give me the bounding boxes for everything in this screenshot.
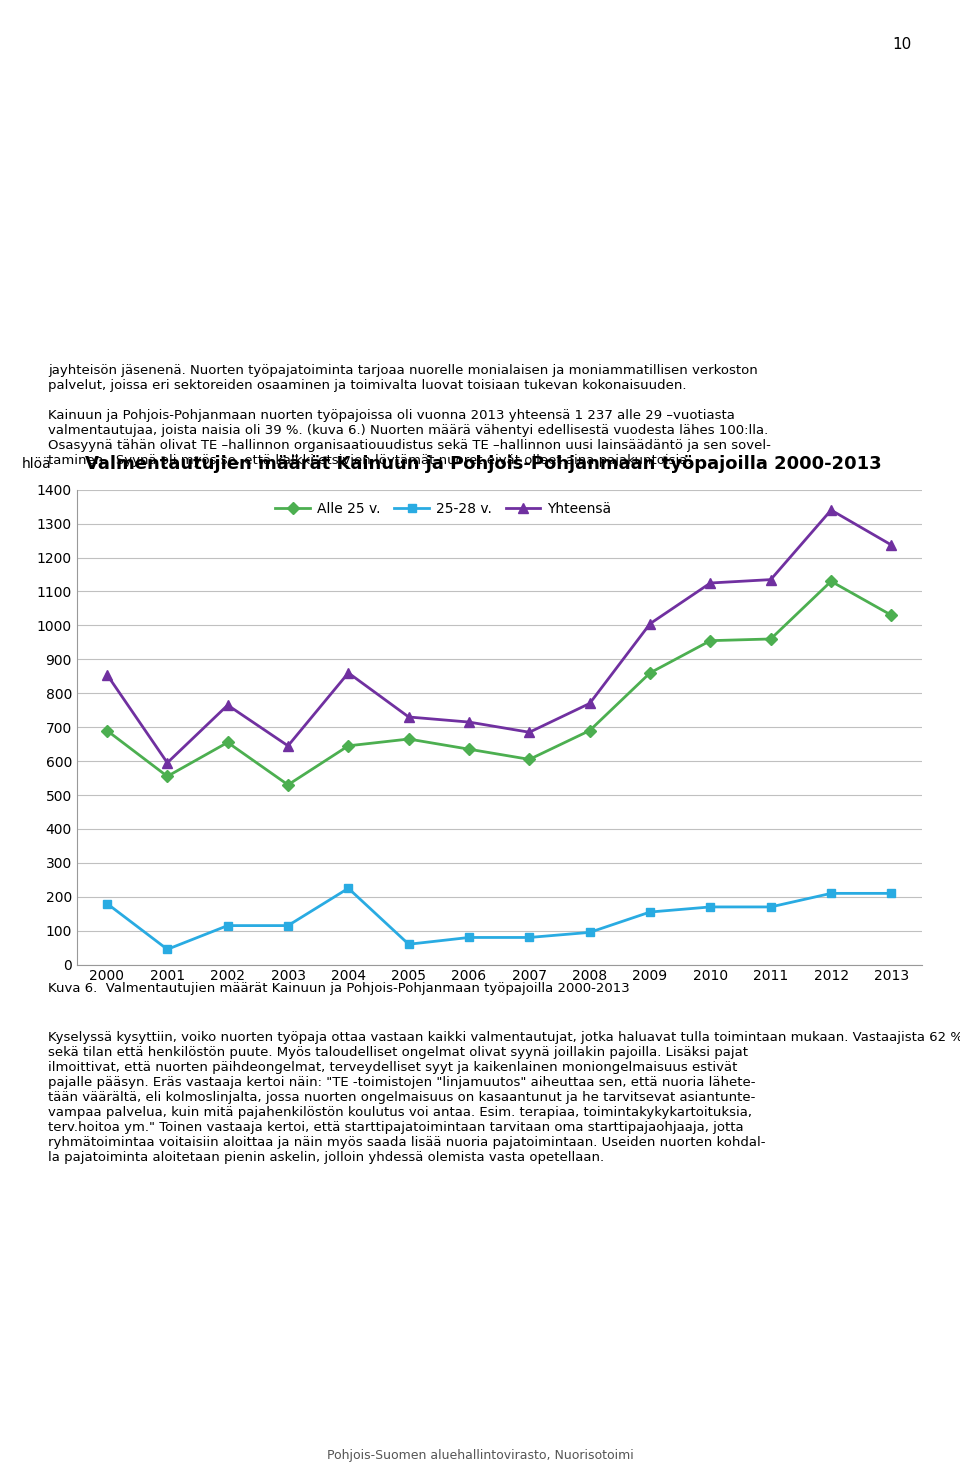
- Text: Kyselyssä kysyttiin, voiko nuorten työpaja ottaa vastaan kaikki valmentautujat, : Kyselyssä kysyttiin, voiko nuorten työpa…: [48, 1031, 960, 1165]
- Text: Kuva 6.  Valmentautujien määrät Kainuun ja Pohjois-Pohjanmaan työpajoilla 2000-2: Kuva 6. Valmentautujien määrät Kainuun j…: [48, 982, 630, 996]
- Line: Alle 25 v.: Alle 25 v.: [103, 577, 896, 789]
- Alle 25 v.: [222, 733, 233, 751]
- Yhteensä: [584, 695, 595, 712]
- 25-28 v.: [343, 880, 354, 898]
- 25-28 v.: [403, 935, 415, 953]
- 25-28 v.: [584, 923, 595, 941]
- Alle 25 v.: [464, 741, 475, 758]
- Yhteensä: [403, 708, 415, 726]
- Alle 25 v.: [826, 573, 837, 591]
- Alle 25 v.: [282, 776, 294, 794]
- 25-28 v.: [101, 895, 112, 913]
- Text: 10: 10: [893, 37, 912, 52]
- Yhteensä: [826, 502, 837, 519]
- Yhteensä: [523, 723, 535, 741]
- 25-28 v.: [161, 941, 173, 959]
- 25-28 v.: [464, 929, 475, 947]
- Yhteensä: [161, 754, 173, 772]
- Yhteensä: [101, 666, 112, 684]
- 25-28 v.: [523, 929, 535, 947]
- 25-28 v.: [222, 917, 233, 935]
- Text: hlöä: hlöä: [22, 457, 52, 470]
- Alle 25 v.: [161, 767, 173, 785]
- Legend: Alle 25 v., 25-28 v., Yhteensä: Alle 25 v., 25-28 v., Yhteensä: [270, 497, 617, 522]
- 25-28 v.: [886, 884, 898, 902]
- Yhteensä: [765, 571, 777, 589]
- Alle 25 v.: [886, 607, 898, 625]
- 25-28 v.: [282, 917, 294, 935]
- Text: Pohjois-Suomen aluehallintovirasto, Nuorisotoimi: Pohjois-Suomen aluehallintovirasto, Nuor…: [326, 1448, 634, 1462]
- Yhteensä: [222, 696, 233, 714]
- 25-28 v.: [765, 898, 777, 916]
- Yhteensä: [886, 536, 898, 554]
- Alle 25 v.: [101, 721, 112, 739]
- 25-28 v.: [644, 904, 656, 922]
- Alle 25 v.: [584, 721, 595, 739]
- Yhteensä: [644, 614, 656, 632]
- Alle 25 v.: [644, 663, 656, 681]
- Alle 25 v.: [523, 751, 535, 769]
- Alle 25 v.: [343, 738, 354, 755]
- 25-28 v.: [826, 884, 837, 902]
- Yhteensä: [282, 738, 294, 755]
- Yhteensä: [705, 574, 716, 592]
- Line: Yhteensä: Yhteensä: [102, 505, 897, 767]
- Yhteensä: [464, 714, 475, 732]
- Alle 25 v.: [403, 730, 415, 748]
- 25-28 v.: [705, 898, 716, 916]
- Text: jayhteisön jäsenenä. Nuorten työpajatoiminta tarjoaa nuorelle monialaisen ja mon: jayhteisön jäsenenä. Nuorten työpajatoim…: [48, 364, 771, 466]
- Text: Valmentautujien määrät Kainuun ja Pohjois-Pohjanmaan työpajoilla 2000-2013: Valmentautujien määrät Kainuun ja Pohjoi…: [85, 456, 882, 473]
- Alle 25 v.: [765, 631, 777, 649]
- Alle 25 v.: [705, 632, 716, 650]
- Line: 25-28 v.: 25-28 v.: [103, 884, 896, 954]
- Yhteensä: [343, 663, 354, 681]
